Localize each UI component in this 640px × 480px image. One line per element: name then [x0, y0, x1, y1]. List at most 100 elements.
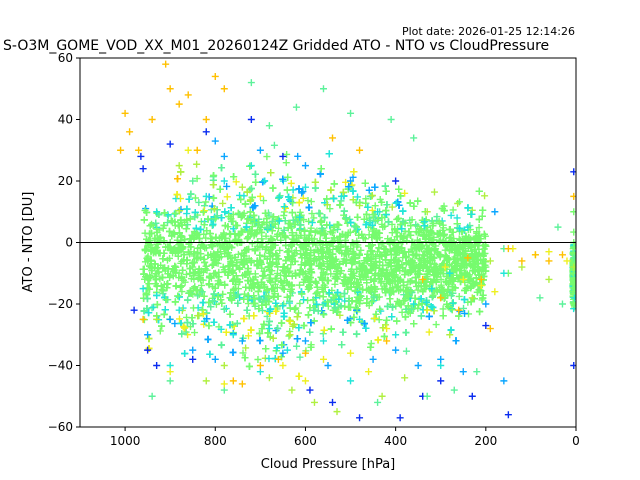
data-point [193, 175, 201, 183]
data-point [282, 159, 290, 167]
data-point [232, 178, 240, 186]
data-point [398, 308, 406, 316]
data-point [159, 290, 167, 298]
data-point [283, 150, 291, 158]
data-point [377, 279, 385, 287]
data-point [342, 178, 350, 186]
data-point [401, 270, 409, 278]
data-point [234, 250, 242, 258]
data-point [244, 332, 252, 340]
data-point [308, 210, 316, 218]
chart-title: S-O3M_GOME_VOD_XX_M01_20260124Z Gridded … [3, 38, 549, 54]
data-point [265, 321, 273, 329]
data-point [229, 211, 237, 219]
data-point [197, 281, 205, 289]
data-point [195, 198, 203, 206]
data-point [294, 152, 302, 160]
data-point [432, 321, 440, 329]
data-point [239, 349, 247, 357]
data-point [176, 315, 184, 323]
data-point [357, 246, 365, 254]
data-point [217, 325, 225, 333]
data-point [402, 347, 410, 355]
data-point [296, 299, 304, 307]
data-point [299, 194, 307, 202]
data-point [449, 206, 457, 214]
data-point [392, 302, 400, 310]
data-point [439, 224, 447, 232]
data-point [176, 283, 184, 291]
data-point [219, 199, 227, 207]
data-point [388, 203, 396, 211]
data-point [455, 292, 463, 300]
data-point [305, 217, 313, 225]
data-point [295, 309, 302, 317]
data-point [240, 192, 248, 200]
data-point [242, 257, 250, 265]
data-point [349, 173, 357, 181]
data-point [200, 320, 208, 328]
data-point [319, 330, 327, 338]
data-point [193, 160, 201, 168]
data-point [304, 197, 312, 205]
plot-date: Plot date: 2026-01-25 12:14:26 [402, 25, 575, 38]
data-point [296, 353, 304, 361]
data-point [265, 355, 273, 363]
data-point [326, 205, 334, 213]
data-points [117, 60, 576, 422]
data-point [293, 342, 301, 350]
data-point [371, 202, 379, 210]
data-point [365, 186, 373, 194]
data-point [163, 256, 171, 264]
data-point [310, 214, 318, 222]
data-point [182, 270, 190, 278]
data-point [166, 273, 174, 281]
data-point [433, 213, 441, 221]
data-point [232, 272, 240, 280]
data-point [447, 211, 455, 219]
data-point [481, 192, 489, 200]
data-point [276, 246, 284, 254]
data-point [308, 219, 316, 227]
data-point [386, 247, 394, 255]
data-point [296, 281, 304, 289]
data-point [398, 261, 406, 269]
data-point [354, 193, 362, 201]
data-point [229, 285, 237, 293]
data-point [419, 251, 427, 259]
data-point [300, 296, 308, 304]
data-point [307, 198, 315, 206]
data-point [368, 206, 376, 214]
data-point [298, 189, 306, 197]
data-point [248, 223, 256, 231]
data-point [475, 224, 483, 232]
data-point [425, 328, 433, 336]
data-point [182, 328, 190, 336]
data-point [430, 188, 438, 196]
data-point [191, 194, 199, 202]
data-point [240, 251, 248, 259]
data-point [171, 320, 179, 328]
data-point [260, 197, 268, 205]
data-point [439, 305, 447, 313]
data-point [460, 304, 468, 312]
data-point [242, 344, 250, 352]
data-point [273, 283, 281, 291]
data-point [461, 309, 469, 317]
data-point [177, 205, 185, 213]
data-point [299, 188, 307, 196]
data-point [280, 212, 288, 220]
data-point [164, 219, 172, 227]
data-point [275, 224, 283, 232]
data-point [263, 153, 271, 161]
data-point [375, 316, 383, 324]
data-point [455, 198, 463, 206]
data-point [270, 141, 278, 149]
data-point [172, 195, 180, 203]
data-point [377, 240, 385, 248]
data-point [156, 327, 164, 335]
data-point [191, 329, 199, 337]
data-point [189, 304, 197, 312]
data-point [251, 270, 259, 278]
data-point [149, 303, 157, 311]
